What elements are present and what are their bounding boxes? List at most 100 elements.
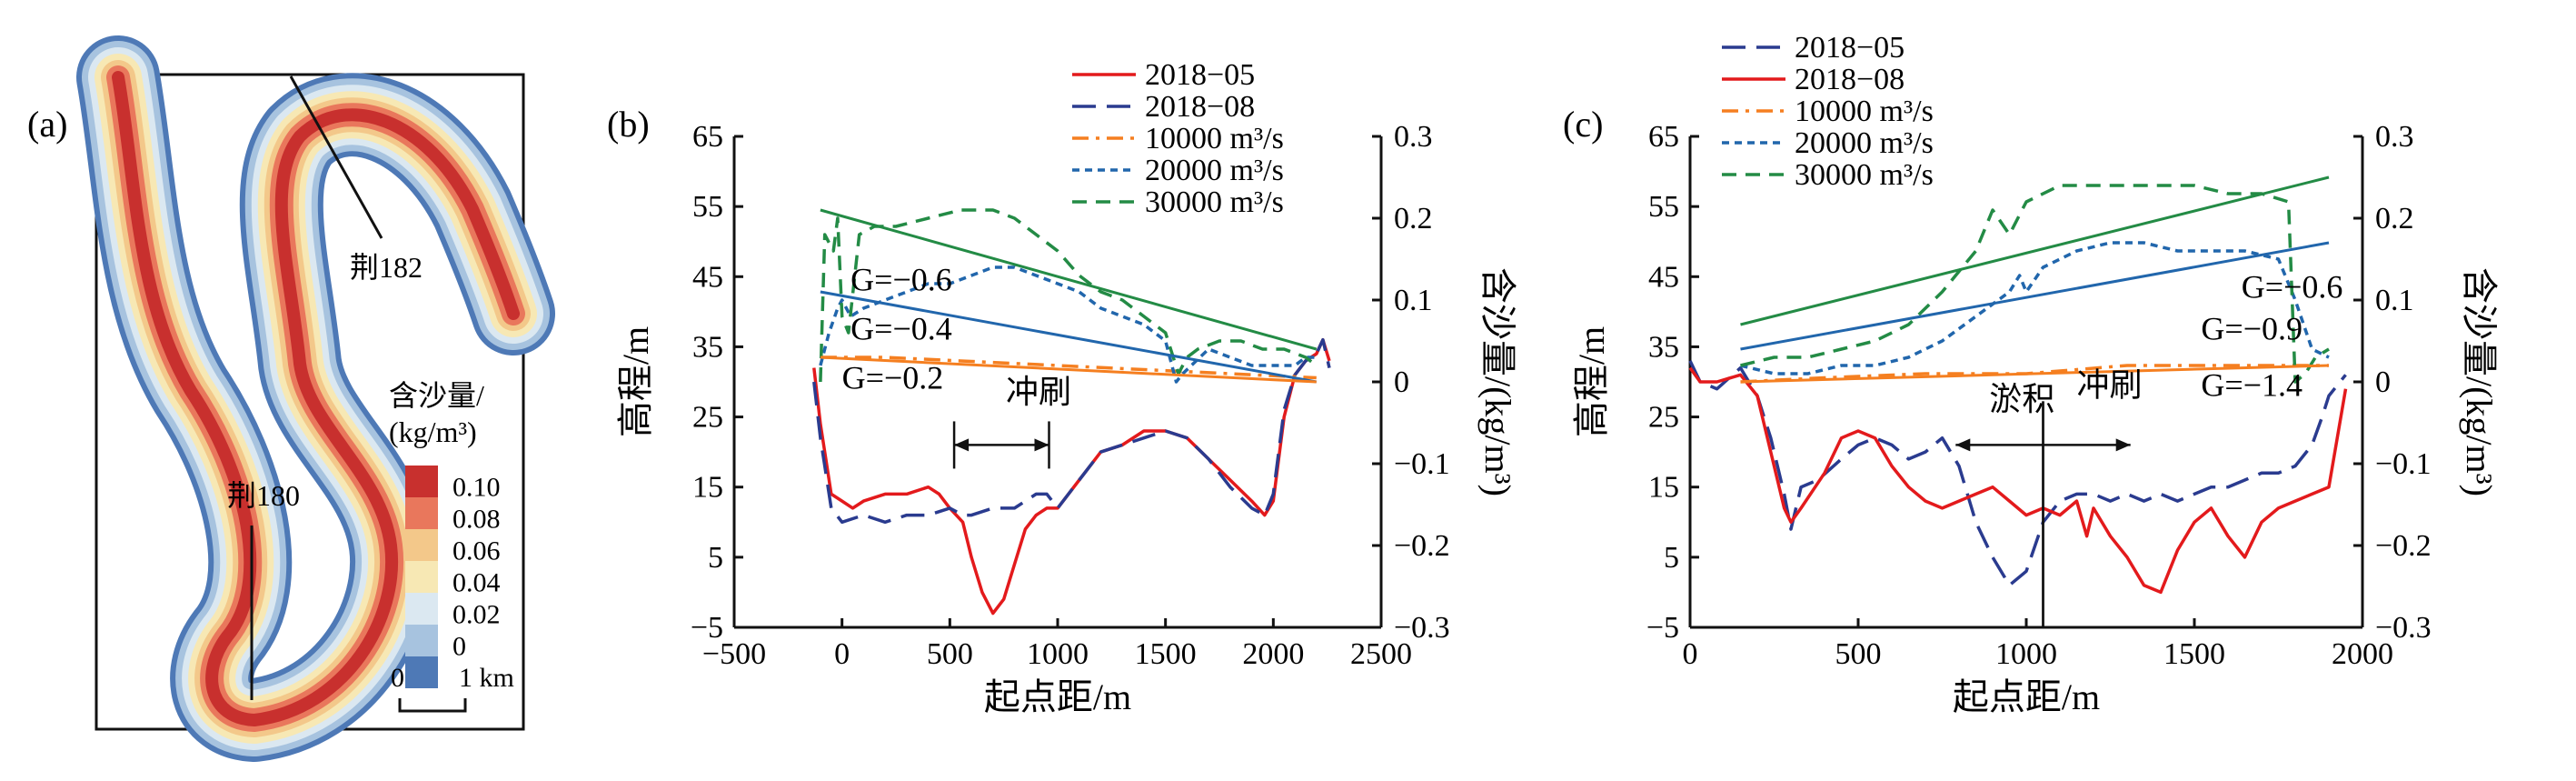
y2-tick-label: −0.1 bbox=[1394, 447, 1450, 481]
colorbar-label: 0 bbox=[453, 632, 466, 662]
y2-tick-label: 0.1 bbox=[2375, 284, 2414, 317]
colorbar-label: 0.08 bbox=[453, 505, 501, 535]
panel-b-chart: (b) −500 0 500 1000 1500 2000 2500 −5 5 15 25 35 45 55… bbox=[607, 58, 1518, 717]
colorbar-swatch bbox=[405, 593, 438, 625]
legend-label: 2018−08 bbox=[1145, 90, 1255, 124]
x-tick-label: 0 bbox=[1683, 637, 1698, 671]
scale-zero-label: 0 bbox=[391, 663, 404, 693]
legend-label: 30000 m³/s bbox=[1795, 158, 1934, 192]
x-tick-label: 500 bbox=[1835, 637, 1882, 671]
annotation: G=−1.4 bbox=[2201, 366, 2302, 403]
colorbar-label: 0.10 bbox=[453, 473, 501, 503]
panel-label: (b) bbox=[607, 104, 650, 145]
y-tick-label: 25 bbox=[1648, 401, 1679, 435]
x-tick-label: 1000 bbox=[1027, 637, 1089, 671]
y-tick-label: 55 bbox=[1648, 190, 1679, 224]
y-tick-label: 35 bbox=[1648, 330, 1679, 364]
y-tick-label: 45 bbox=[692, 260, 723, 294]
y2-axis-label: 含沙量/(kg/m³) bbox=[1477, 267, 1518, 496]
y-tick-label: 5 bbox=[1664, 541, 1679, 575]
x-tick-label: 500 bbox=[927, 637, 973, 671]
colorbar-swatch bbox=[405, 561, 438, 593]
y2-tick-label: 0.3 bbox=[2375, 120, 2414, 154]
y-tick-label: 65 bbox=[1648, 120, 1679, 154]
series-2018-08 bbox=[1688, 366, 2348, 595]
legend-title-line1: 含沙量/ bbox=[389, 379, 484, 412]
arrow-head bbox=[1955, 438, 1971, 452]
x-axis-label: 起点距/m bbox=[984, 676, 1131, 717]
x-tick-label: 0 bbox=[834, 637, 850, 671]
x-tick-label: 2500 bbox=[1350, 637, 1412, 671]
legend-label: 20000 m³/s bbox=[1145, 154, 1284, 187]
series-30000-m-s bbox=[819, 208, 1318, 383]
colorbar-labels: 0.100.080.060.040.020 bbox=[453, 473, 501, 662]
colorbar-label: 0.06 bbox=[453, 536, 501, 566]
x-axis-label: 起点距/m bbox=[1953, 676, 2100, 717]
x-tick-label: 1500 bbox=[1135, 637, 1197, 671]
river-band-6 bbox=[112, 71, 520, 726]
y2-tick-label: −0.2 bbox=[2375, 529, 2432, 563]
y-tick-label: −5 bbox=[691, 611, 723, 645]
series-20000-m-s bbox=[819, 265, 1317, 384]
annotation: 冲刷 bbox=[2077, 366, 2143, 403]
y2-tick-label: 0.3 bbox=[1394, 120, 1433, 154]
y-tick-label: 55 bbox=[692, 190, 723, 224]
section-line-jing182 bbox=[289, 75, 383, 239]
arrow-head bbox=[2115, 438, 2131, 452]
section-label-jing182: 荆182 bbox=[350, 251, 423, 284]
section-label-jing180: 荆180 bbox=[227, 479, 300, 512]
colorbar-swatch bbox=[405, 497, 438, 529]
colorbar-swatch bbox=[405, 466, 438, 497]
y-tick-label: 35 bbox=[692, 330, 723, 364]
annotation: 淤积 bbox=[1989, 381, 2054, 417]
annotation: G=−0.6 bbox=[2242, 268, 2343, 305]
y2-tick-label: −0.3 bbox=[2375, 611, 2432, 645]
colorbar-swatch bbox=[405, 625, 438, 656]
y2-tick-label: 0 bbox=[2375, 365, 2391, 399]
legend-label: 30000 m³/s bbox=[1145, 185, 1284, 219]
y-tick-label: −5 bbox=[1646, 611, 1679, 645]
series-2018-05 bbox=[812, 337, 1331, 616]
y2-tick-label: −0.2 bbox=[1394, 529, 1450, 563]
series-2018-05 bbox=[1688, 360, 2347, 587]
colorbar-swatch bbox=[405, 529, 438, 561]
colorbar-swatch bbox=[405, 656, 438, 688]
legend-label: 2018−05 bbox=[1145, 58, 1255, 92]
legend-label: 2018−05 bbox=[1795, 31, 1905, 65]
annotation: 冲刷 bbox=[1006, 374, 1071, 410]
x-tick-label: 1000 bbox=[1995, 637, 2057, 671]
x-tick-label: −500 bbox=[702, 637, 766, 671]
panel-label: (c) bbox=[1563, 104, 1603, 145]
y-tick-label: 15 bbox=[692, 471, 723, 505]
panel-a-label: (a) bbox=[27, 104, 67, 145]
arrow-head bbox=[954, 438, 970, 452]
y-tick-label: 15 bbox=[1648, 471, 1679, 505]
series-10000-m-s-trend bbox=[820, 355, 1317, 384]
series-20000-m-s-trend bbox=[1740, 241, 2330, 351]
series-20000-m-s-trend bbox=[820, 290, 1318, 384]
legend-title-line2: (kg/m³) bbox=[389, 416, 477, 448]
colorbar-label: 0.02 bbox=[453, 600, 501, 630]
arrow-head bbox=[1034, 438, 1049, 452]
y2-axis-label: 含沙量/(kg/m³) bbox=[2459, 267, 2500, 496]
annotation: G=−0.6 bbox=[850, 262, 952, 298]
y-tick-label: 45 bbox=[1648, 260, 1679, 294]
y-axis-label: 高程/m bbox=[615, 326, 656, 437]
y2-tick-label: −0.1 bbox=[2375, 447, 2432, 481]
x-tick-label: 1500 bbox=[2163, 637, 2225, 671]
legend-label: 10000 m³/s bbox=[1145, 122, 1284, 155]
y2-tick-label: 0.2 bbox=[1394, 202, 1433, 235]
colorbar-label: 0.04 bbox=[453, 568, 501, 598]
legend-label: 10000 m³/s bbox=[1795, 95, 1934, 128]
legend-label: 2018−08 bbox=[1795, 63, 1905, 96]
x-tick-label: 2000 bbox=[1242, 637, 1304, 671]
series-10000-m-s-trend bbox=[1740, 364, 2330, 384]
series-30000-m-s-trend bbox=[1740, 175, 2330, 326]
panel-a-map: (a) 荆182 荆180 含沙量/ (kg/m³) 0.100.080.060… bbox=[27, 35, 555, 762]
concentration-colorbar bbox=[405, 466, 438, 688]
y2-tick-label: 0.2 bbox=[2375, 202, 2414, 235]
river-channel bbox=[76, 35, 555, 762]
series-20000-m-s bbox=[1740, 241, 2330, 375]
y-tick-label: 25 bbox=[692, 401, 723, 435]
